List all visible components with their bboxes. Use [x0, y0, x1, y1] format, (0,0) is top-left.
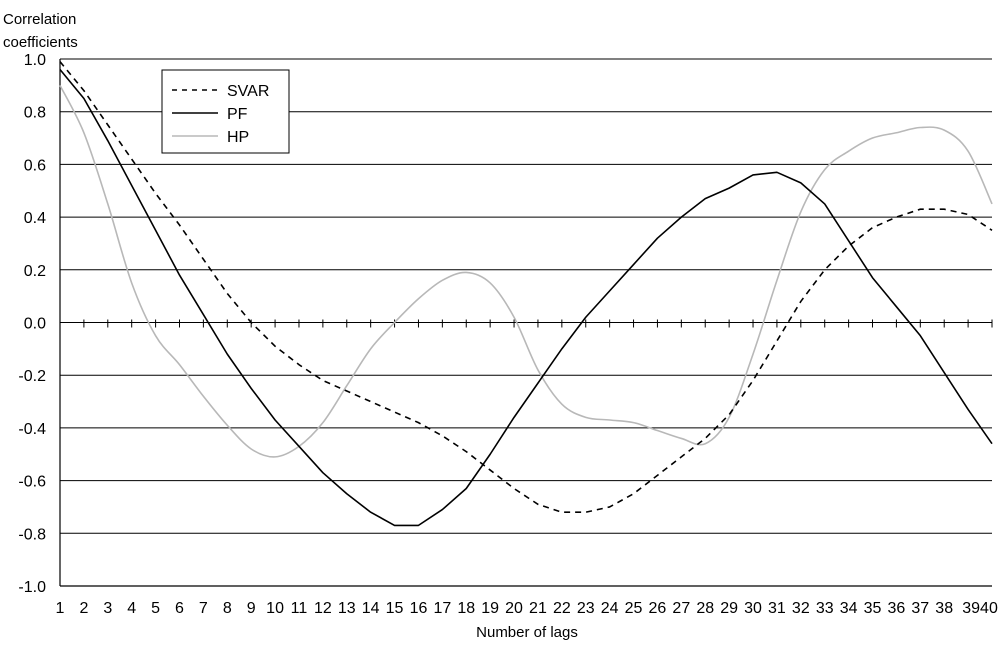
x-tick-label: 29	[720, 600, 738, 617]
y-tick-label: 0.0	[24, 316, 46, 333]
x-tick-label: 21	[529, 600, 547, 617]
x-tick-label: 22	[553, 600, 571, 617]
y-axis-title-line-2: coefficients	[3, 34, 78, 51]
y-tick-label: 0.8	[24, 105, 46, 122]
x-tick-label: 15	[386, 600, 404, 617]
x-tick-label: 34	[840, 600, 858, 617]
x-tick-label: 3940	[962, 600, 998, 617]
x-tick-label: 11	[291, 600, 308, 617]
y-tick-label: 0.6	[24, 157, 46, 174]
x-tick-label: 25	[625, 600, 643, 617]
x-tick-label: 5	[151, 600, 160, 617]
x-tick-label: 10	[266, 600, 284, 617]
x-tick-label: 33	[816, 600, 834, 617]
x-tick-label: 32	[792, 600, 810, 617]
legend: SVAR PF HP	[161, 69, 290, 154]
x-tick-label: 18	[457, 600, 475, 617]
x-tick-label: 4	[127, 600, 136, 617]
y-axis-title-line-1: Correlation	[3, 11, 76, 28]
x-axis-title: Number of lags	[476, 624, 578, 641]
legend-label-pf: PF	[227, 106, 248, 123]
x-tick-label: 26	[649, 600, 667, 617]
legend-label-hp: HP	[227, 129, 249, 146]
series-line-svar	[59, 61, 993, 514]
x-tick-label: 28	[696, 600, 714, 617]
y-tick-label: -0.2	[18, 368, 46, 385]
x-tick-label: 31	[768, 600, 786, 617]
x-tick-label: 19	[481, 600, 499, 617]
axes	[59, 59, 993, 587]
x-tick-label: 14	[362, 600, 380, 617]
legend-label-svar: SVAR	[227, 83, 269, 100]
x-tick-label: 3	[103, 600, 112, 617]
y-tick-label: -0.6	[18, 474, 46, 491]
x-tick-label: 13	[338, 600, 356, 617]
legend-box	[161, 69, 290, 154]
x-tick-label: 17	[433, 600, 451, 617]
x-tick-label: 24	[601, 600, 619, 617]
x-tick-label: 12	[314, 600, 332, 617]
x-tick-label: 9	[247, 600, 256, 617]
x-tick-label: 37	[911, 600, 929, 617]
x-tick-label: 1	[56, 600, 65, 617]
x-tick-labels: 1 2 3 4 5 6 7 8 9 10 11 12 13 14 15 16 17 18 19 20 21 22 23 24 2…	[56, 600, 998, 617]
x-tick-label: 6	[175, 600, 184, 617]
series-lines	[59, 61, 993, 527]
y-tick-label: 0.4	[24, 210, 46, 227]
y-tick-label: 0.2	[24, 263, 46, 280]
x-tick-label: 27	[672, 600, 690, 617]
x-tick-label: 38	[935, 600, 953, 617]
x-tick-label: 2	[79, 600, 88, 617]
x-tick-label: 20	[505, 600, 523, 617]
x-tick-label: 8	[223, 600, 232, 617]
y-tick-label: -0.8	[18, 526, 46, 543]
y-tick-label: -1.0	[18, 579, 46, 596]
x-tick-label: 23	[577, 600, 595, 617]
x-tick-label: 30	[744, 600, 762, 617]
x-tick-label: 16	[410, 600, 428, 617]
y-tick-labels: 1.0 0.8 0.6 0.4 0.2 0.0 -0.2 -0.4 -0.6 -0.8 -1.0	[18, 52, 46, 596]
series-line-hp	[59, 84, 993, 458]
x-tick-label: 36	[888, 600, 906, 617]
series-line-pf	[59, 69, 993, 527]
y-tick-label: 1.0	[24, 52, 46, 69]
x-tick-label: 35	[864, 600, 882, 617]
y-tick-label: -0.4	[18, 421, 46, 438]
x-tick-label: 7	[199, 600, 208, 617]
